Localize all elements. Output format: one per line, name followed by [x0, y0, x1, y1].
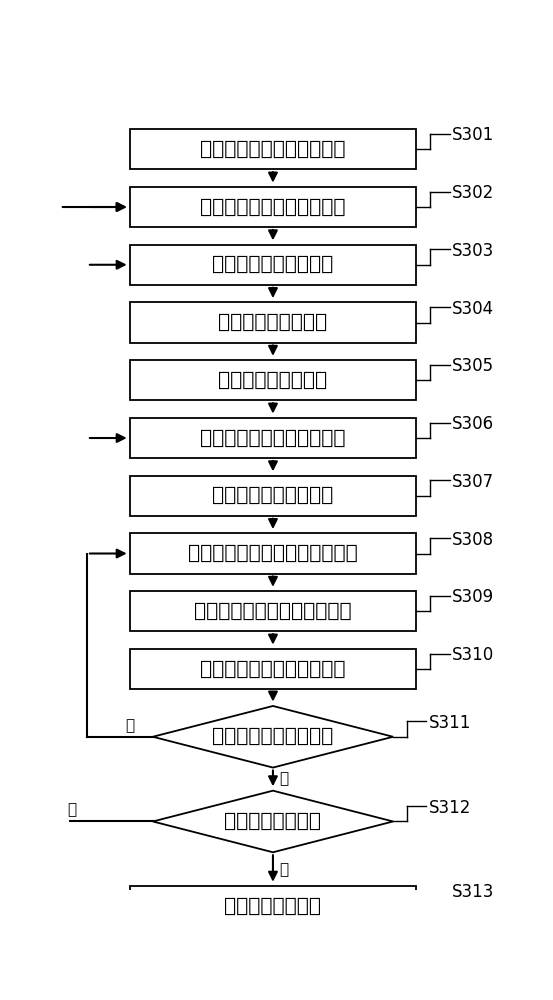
- Bar: [129, 476, 416, 516]
- Bar: [129, 302, 416, 343]
- Text: 旋转液袋，消毒吹气: 旋转液袋，消毒吹气: [218, 313, 327, 332]
- Text: S303: S303: [452, 242, 494, 260]
- Bar: [129, 360, 416, 400]
- Text: S312: S312: [429, 799, 471, 817]
- Text: S302: S302: [452, 184, 494, 202]
- Text: 翻转西林瓶，消毒吹气: 翻转西林瓶，消毒吹气: [212, 255, 333, 274]
- Text: 翻转西林瓶，插入西林瓶针: 翻转西林瓶，插入西林瓶针: [200, 429, 346, 448]
- Text: 旋转液袋，插入液袋针: 旋转液袋，插入液袋针: [212, 486, 333, 505]
- Text: 是否达到配药数量: 是否达到配药数量: [225, 812, 321, 831]
- Text: S309: S309: [452, 588, 494, 606]
- Text: S306: S306: [452, 415, 494, 433]
- Text: 安装一次性抽吸构件: 安装一次性抽吸构件: [218, 371, 327, 390]
- Text: S311: S311: [429, 714, 471, 732]
- Text: S310: S310: [452, 646, 494, 664]
- Text: 将液体从西林瓶转移至液袋: 将液体从西林瓶转移至液袋: [200, 660, 346, 679]
- Text: 提示完成本次配药: 提示完成本次配药: [225, 897, 321, 916]
- Text: 是: 是: [279, 772, 288, 787]
- Text: S308: S308: [452, 531, 494, 549]
- Bar: [129, 418, 416, 458]
- Text: 是: 是: [279, 862, 288, 877]
- Polygon shape: [153, 706, 393, 768]
- Text: 否: 否: [67, 802, 76, 817]
- Bar: [129, 533, 416, 574]
- Bar: [129, 886, 416, 926]
- Text: 否: 否: [125, 718, 134, 733]
- Text: S304: S304: [452, 300, 494, 318]
- Text: 是否达到预设溶解程度: 是否达到预设溶解程度: [212, 727, 333, 746]
- Text: S305: S305: [452, 357, 494, 375]
- Bar: [129, 245, 416, 285]
- Bar: [129, 187, 416, 227]
- Text: 将液体从液袋抽吸进入抽吸腔体: 将液体从液袋抽吸进入抽吸腔体: [188, 544, 358, 563]
- Polygon shape: [153, 791, 393, 852]
- Text: 设置配药数量，系统初始化: 设置配药数量，系统初始化: [200, 140, 346, 159]
- Text: 放置西林瓶，获取规格参数: 放置西林瓶，获取规格参数: [200, 198, 346, 217]
- Bar: [129, 129, 416, 169]
- Text: S301: S301: [452, 126, 494, 144]
- Bar: [129, 591, 416, 631]
- Text: S307: S307: [452, 473, 494, 491]
- Text: S313: S313: [452, 883, 494, 901]
- Text: 将液体从抽吸腔体注入西林瓶: 将液体从抽吸腔体注入西林瓶: [194, 602, 352, 621]
- Bar: [129, 649, 416, 689]
